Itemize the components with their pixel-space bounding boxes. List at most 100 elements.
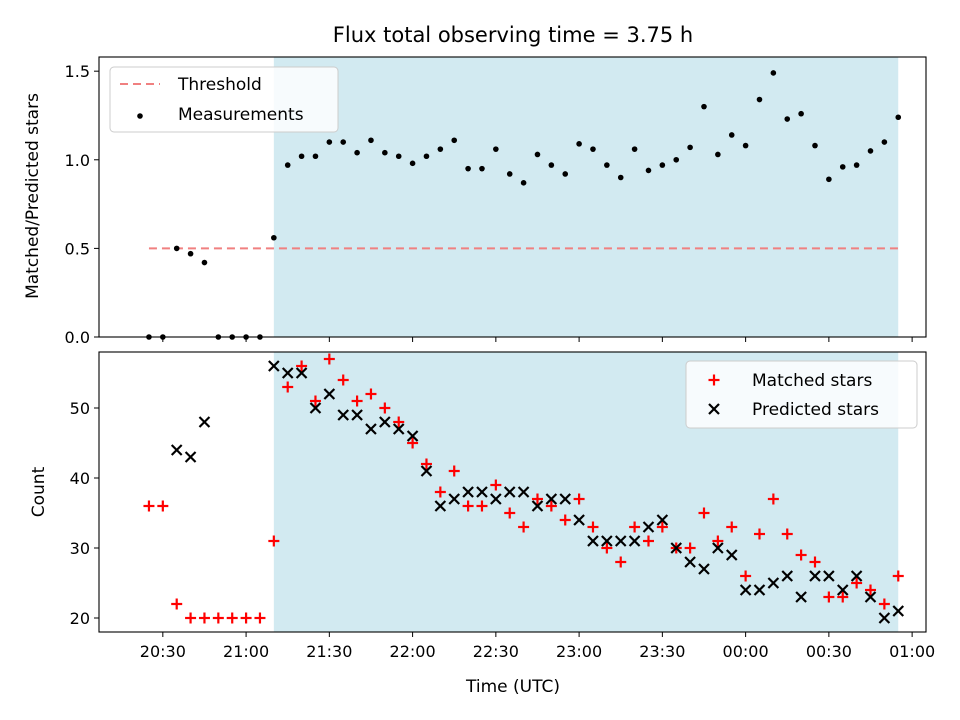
matched-star-point [753, 528, 765, 540]
cross-b [337, 409, 349, 421]
cross-b [503, 486, 516, 498]
predicted-star-point [878, 612, 891, 624]
measurement-point [701, 103, 707, 110]
measurement-point [784, 116, 791, 122]
matched-star-point [795, 549, 807, 561]
matched-star-point [476, 500, 488, 512]
legend-bottom: Matched stars Predicted stars [685, 360, 918, 429]
cross-b [281, 367, 294, 379]
matched-star-point [504, 507, 516, 519]
measurement-point [798, 110, 804, 117]
measurement-point [604, 162, 610, 168]
measurement-point [326, 139, 333, 145]
predicted-star-point [864, 591, 877, 603]
cross-b [892, 605, 905, 617]
cross-b [795, 591, 807, 603]
measurement-point [201, 259, 208, 266]
measurement-point [770, 70, 777, 76]
cross-b [365, 423, 377, 435]
matched-star-point [490, 479, 502, 491]
measurement-point [395, 153, 402, 160]
predicted-star-point [406, 430, 419, 442]
measurement-point [534, 151, 541, 158]
predicted-star-point [712, 542, 724, 554]
measurement-point [673, 156, 680, 163]
matched-star-point [587, 521, 599, 533]
matched-star-point [642, 535, 654, 547]
predicted-star-point [698, 563, 710, 575]
legend-matched-label: Matched stars [752, 371, 872, 391]
predicted-star-point [323, 388, 336, 400]
measurement-point [368, 137, 374, 144]
matched-star-point [864, 584, 876, 596]
predicted-star-point [642, 521, 655, 533]
matched-star-point [448, 465, 460, 477]
cross-b [309, 402, 322, 414]
x-tick-label: 22:00 [390, 642, 436, 661]
cross-b [753, 584, 766, 596]
cross-b [712, 542, 724, 554]
measurement-point [451, 137, 458, 144]
measurement-point [895, 114, 902, 121]
cross-b [434, 500, 447, 512]
cross-b [268, 360, 280, 372]
measurement-point [881, 139, 888, 145]
y-tick-label: 0.5 [65, 239, 90, 258]
predicted-star-point [503, 486, 516, 498]
matched-star-point [559, 514, 571, 526]
legend-predicted-label: Predicted stars [752, 400, 879, 420]
cross-b [878, 612, 891, 624]
cross-b [725, 549, 738, 561]
matched-star-point [282, 381, 294, 393]
y-tick-label: 1.5 [65, 62, 90, 81]
predicted-star-point [351, 409, 363, 421]
predicted-star-point [170, 444, 183, 456]
predicted-star-point [392, 423, 405, 435]
predicted-star-point [739, 584, 752, 596]
measurement-point [340, 139, 347, 145]
cross-b [531, 500, 544, 512]
x-tick-label: 00:00 [723, 642, 769, 661]
matched-star-point [573, 493, 585, 505]
cross-b [323, 388, 336, 400]
predicted-star-point [573, 514, 585, 526]
predicted-star-point [559, 493, 572, 505]
matched-star-point [712, 535, 724, 547]
matched-star-point [656, 521, 668, 533]
cross-b [406, 430, 419, 442]
cross-b [420, 465, 433, 477]
y-tick-label: 30 [70, 539, 90, 558]
predicted-star-point [725, 549, 738, 561]
matched-star-point [698, 507, 710, 519]
x-tick-label: 23:00 [556, 642, 602, 661]
measurement-point [506, 171, 513, 177]
predicted-star-point [448, 493, 460, 505]
predicted-star-point [365, 423, 377, 435]
legend-box [109, 66, 339, 133]
cross-b [295, 367, 308, 379]
x-tick-label: 21:00 [223, 642, 269, 661]
cross-b [559, 493, 572, 505]
predicted-star-point [628, 535, 641, 547]
predicted-star-point [684, 556, 696, 568]
matched-star-point [767, 493, 779, 505]
predicted-star-point [795, 591, 807, 603]
legend-measurement-label: Measurements [178, 105, 304, 125]
measurement-point [590, 146, 596, 152]
x-tick-label: 01:00 [889, 642, 935, 661]
predicted-star-point [531, 500, 544, 512]
matched-star-point [157, 500, 169, 512]
predicted-star-point [281, 367, 294, 379]
measurement-point [576, 141, 582, 147]
cross-b [864, 591, 877, 603]
predicted-star-point [420, 465, 433, 477]
cross-b [670, 542, 683, 554]
measurement-point [354, 149, 360, 156]
cross-b [767, 577, 780, 589]
predicted-star-point [767, 577, 780, 589]
predicted-star-point [295, 367, 308, 379]
cross-b [379, 416, 391, 428]
predicted-star-point [517, 486, 530, 498]
legend-matched-swatch [708, 374, 720, 386]
measurement-point [631, 146, 638, 152]
